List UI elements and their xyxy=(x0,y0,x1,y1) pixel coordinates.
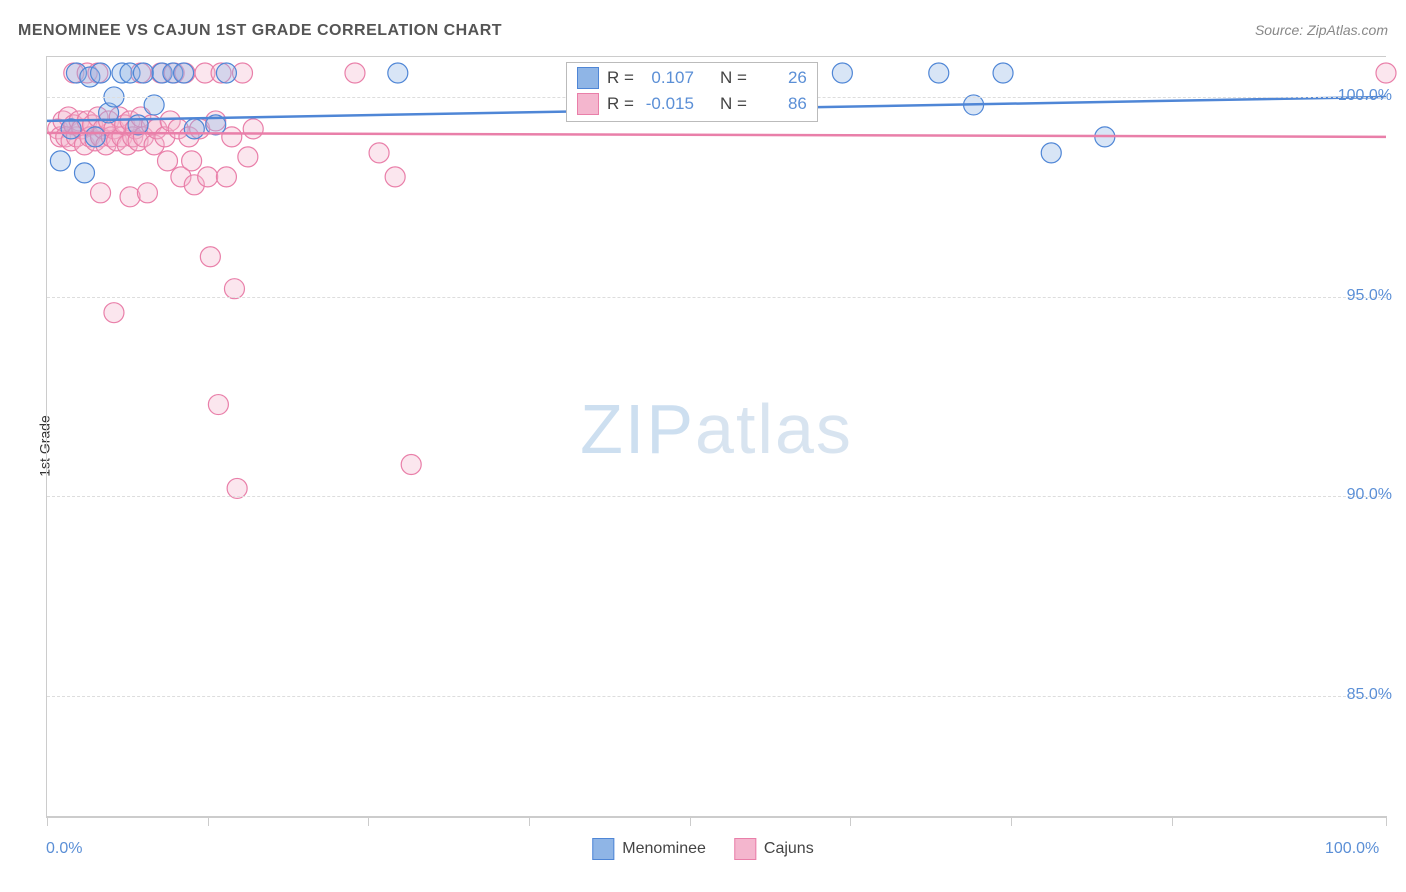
legend-label-menominee: Menominee xyxy=(622,840,706,858)
scatter-point-menominee xyxy=(832,63,852,83)
legend-item-cajuns: Cajuns xyxy=(734,838,814,860)
scatter-point-cajuns xyxy=(345,63,365,83)
scatter-point-cajuns xyxy=(216,167,236,187)
scatter-point-menominee xyxy=(388,63,408,83)
scatter-point-cajuns xyxy=(198,167,218,187)
scatter-point-menominee xyxy=(61,119,81,139)
x-tick xyxy=(850,816,851,826)
swatch-cajuns xyxy=(577,93,599,115)
scatter-point-menominee xyxy=(174,63,194,83)
x-tick xyxy=(47,816,48,826)
r-label-2: R = xyxy=(607,94,634,114)
legend-stats-row-cajuns: R = -0.015 N = 86 xyxy=(577,91,807,117)
scatter-point-cajuns xyxy=(243,119,263,139)
n-label-2: N = xyxy=(720,94,747,114)
chart-title: MENOMINEE VS CAJUN 1ST GRADE CORRELATION… xyxy=(18,22,502,40)
scatter-point-cajuns xyxy=(208,395,228,415)
x-tick xyxy=(1172,816,1173,826)
scatter-point-menominee xyxy=(929,63,949,83)
plot-area: ZIPatlas xyxy=(46,56,1386,818)
gridline-h xyxy=(47,297,1386,298)
plot-svg xyxy=(47,57,1386,816)
n-value-cajuns: 86 xyxy=(755,94,807,114)
gridline-h xyxy=(47,496,1386,497)
scatter-point-cajuns xyxy=(137,183,157,203)
scatter-point-menominee xyxy=(1041,143,1061,163)
n-value-menominee: 26 xyxy=(755,68,807,88)
y-tick-label: 90.0% xyxy=(1347,486,1392,504)
y-tick-label: 85.0% xyxy=(1347,686,1392,704)
scatter-point-cajuns xyxy=(104,303,124,323)
scatter-point-menominee xyxy=(50,151,70,171)
bottom-legend: Menominee Cajuns xyxy=(592,838,813,860)
chart-container: MENOMINEE VS CAJUN 1ST GRADE CORRELATION… xyxy=(0,0,1406,892)
x-tick xyxy=(368,816,369,826)
scatter-point-menominee xyxy=(91,63,111,83)
y-tick-label: 95.0% xyxy=(1347,287,1392,305)
swatch-menominee xyxy=(577,67,599,89)
scatter-point-cajuns xyxy=(91,183,111,203)
x-tick xyxy=(208,816,209,826)
scatter-point-menominee xyxy=(85,127,105,147)
scatter-point-menominee xyxy=(216,63,236,83)
scatter-point-cajuns xyxy=(385,167,405,187)
n-label: N = xyxy=(720,68,747,88)
x-tick xyxy=(1011,816,1012,826)
scatter-point-menominee xyxy=(133,63,153,83)
scatter-point-cajuns xyxy=(120,187,140,207)
scatter-point-cajuns xyxy=(369,143,389,163)
scatter-point-cajuns xyxy=(158,151,178,171)
r-value-cajuns: -0.015 xyxy=(642,94,694,114)
scatter-point-menominee xyxy=(74,163,94,183)
y-tick-label: 100.0% xyxy=(1338,87,1392,105)
x-tick xyxy=(529,816,530,826)
legend-swatch-menominee xyxy=(592,838,614,860)
legend-label-cajuns: Cajuns xyxy=(764,840,814,858)
legend-stats-row-menominee: R = 0.107 N = 26 xyxy=(577,65,807,91)
gridline-h xyxy=(47,696,1386,697)
x-tick xyxy=(690,816,691,826)
x-tick xyxy=(1386,816,1387,826)
scatter-point-cajuns xyxy=(1376,63,1396,83)
scatter-point-cajuns xyxy=(182,151,202,171)
legend-swatch-cajuns xyxy=(734,838,756,860)
scatter-point-menominee xyxy=(993,63,1013,83)
source-label: Source: ZipAtlas.com xyxy=(1255,22,1388,38)
scatter-point-menominee xyxy=(184,119,204,139)
x-tick-label: 100.0% xyxy=(1325,840,1379,858)
r-value-menominee: 0.107 xyxy=(642,68,694,88)
scatter-point-cajuns xyxy=(238,147,258,167)
legend-item-menominee: Menominee xyxy=(592,838,706,860)
x-tick-label: 0.0% xyxy=(46,840,82,858)
scatter-point-cajuns xyxy=(200,247,220,267)
legend-stats-box: R = 0.107 N = 26 R = -0.015 N = 86 xyxy=(566,62,818,122)
r-label: R = xyxy=(607,68,634,88)
scatter-point-cajuns xyxy=(401,454,421,474)
